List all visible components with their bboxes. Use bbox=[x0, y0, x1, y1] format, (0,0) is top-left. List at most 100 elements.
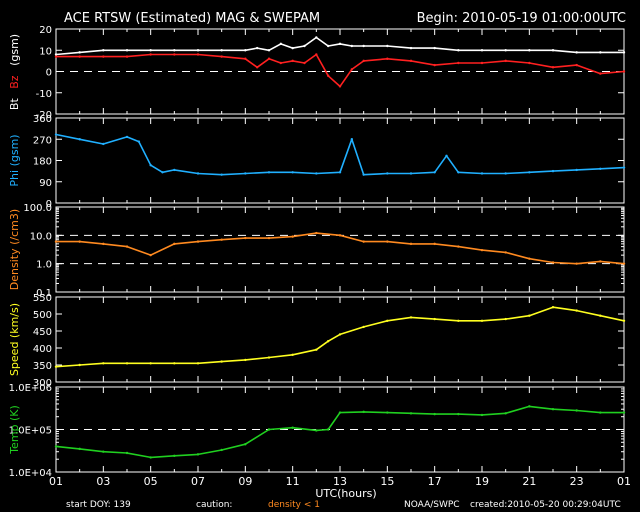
data-point-bz bbox=[149, 53, 152, 56]
data-point-speed bbox=[149, 362, 152, 365]
data-point-phi bbox=[599, 167, 602, 170]
data-point-speed bbox=[433, 317, 436, 321]
data-point-bz bbox=[326, 74, 330, 77]
x-tick-label: 01 bbox=[49, 475, 63, 488]
data-point-speed bbox=[196, 362, 200, 365]
y-tick-label: 350 bbox=[33, 361, 52, 372]
data-point-bz bbox=[279, 61, 283, 65]
data-point-density bbox=[102, 242, 105, 246]
data-point-phi bbox=[350, 138, 354, 141]
data-point-temp bbox=[480, 413, 484, 417]
data-point-speed bbox=[291, 353, 294, 356]
y-tick-label: -20 bbox=[36, 110, 52, 121]
panel-frame-1 bbox=[55, 117, 625, 204]
data-point-bz bbox=[291, 59, 294, 63]
data-point-temp bbox=[326, 428, 330, 431]
data-point-phi bbox=[220, 173, 223, 176]
data-point-bt bbox=[551, 49, 555, 52]
x-tick-label: 05 bbox=[144, 475, 158, 488]
data-point-density bbox=[196, 240, 200, 243]
data-point-phi bbox=[291, 171, 294, 174]
y-tick-label: 0.1 bbox=[36, 288, 52, 299]
data-point-phi bbox=[149, 164, 152, 167]
data-point-speed bbox=[244, 358, 247, 362]
data-point-density bbox=[622, 262, 626, 265]
series-line-density bbox=[56, 232, 625, 265]
data-point-density bbox=[125, 245, 129, 248]
data-point-density bbox=[551, 261, 555, 264]
data-point-speed bbox=[599, 314, 602, 317]
data-point-phi bbox=[575, 168, 578, 172]
data-point-temp bbox=[220, 448, 223, 452]
data-point-phi bbox=[125, 135, 129, 139]
x-tick-label: 07 bbox=[191, 475, 205, 488]
data-point-density bbox=[504, 251, 507, 254]
chart-title: ACE RTSW (Estimated) MAG & SWEPAM bbox=[64, 11, 320, 26]
x-tick-label: 15 bbox=[380, 475, 394, 488]
data-point-density bbox=[386, 240, 389, 243]
data-point-speed bbox=[480, 319, 484, 322]
data-point-phi bbox=[409, 172, 413, 175]
data-point-bt bbox=[350, 44, 354, 48]
data-point-bt bbox=[480, 49, 484, 52]
panel-frame-3 bbox=[55, 296, 625, 383]
data-point-bt bbox=[409, 46, 413, 50]
data-point-bt bbox=[291, 46, 294, 50]
data-point-phi bbox=[78, 138, 81, 141]
data-point-bt bbox=[196, 49, 200, 52]
data-point-phi bbox=[445, 154, 448, 157]
data-point-phi bbox=[386, 172, 389, 175]
data-point-temp bbox=[78, 447, 81, 451]
data-point-bz bbox=[433, 63, 436, 67]
data-point-temp bbox=[622, 411, 626, 414]
data-point-density bbox=[244, 236, 247, 240]
data-point-bz bbox=[409, 59, 413, 63]
data-point-bz bbox=[504, 59, 507, 63]
y-tick-label: 90 bbox=[39, 178, 52, 189]
data-point-temp bbox=[433, 412, 436, 416]
data-point-speed bbox=[504, 317, 507, 321]
data-point-bt bbox=[528, 49, 531, 52]
y-tick-label: 0 bbox=[46, 199, 52, 210]
data-point-bt bbox=[244, 49, 247, 52]
y-tick-label: 10.0 bbox=[30, 231, 52, 242]
series-line-temp bbox=[55, 405, 624, 459]
data-point-speed bbox=[457, 319, 460, 322]
data-point-density bbox=[433, 242, 436, 246]
data-point-bz bbox=[173, 53, 176, 56]
data-point-bt bbox=[279, 42, 283, 46]
data-point-speed bbox=[386, 319, 389, 322]
y-tick-label: 1.0 bbox=[36, 260, 52, 271]
data-point-bt bbox=[54, 53, 58, 56]
data-point-bz bbox=[303, 61, 306, 65]
x-tick-label: 01 bbox=[617, 475, 631, 488]
data-point-density bbox=[54, 240, 58, 243]
data-point-bt bbox=[78, 51, 81, 54]
data-point-temp bbox=[173, 454, 176, 458]
data-point-density bbox=[315, 231, 318, 235]
data-point-speed bbox=[575, 309, 578, 312]
data-point-bz bbox=[457, 61, 460, 65]
data-point-temp bbox=[267, 428, 271, 431]
data-point-phi bbox=[137, 140, 141, 143]
data-point-temp bbox=[362, 410, 365, 414]
y-tick-label: 1.0E+06 bbox=[9, 383, 52, 394]
footer-caution: caution: bbox=[196, 500, 232, 510]
data-point-phi bbox=[173, 168, 176, 172]
y-tick-label: 100.0 bbox=[23, 203, 52, 214]
data-point-temp bbox=[504, 412, 507, 415]
data-point-temp bbox=[244, 443, 247, 446]
data-point-bt bbox=[303, 44, 306, 48]
data-point-density bbox=[409, 242, 413, 246]
y-tick-label: 300 bbox=[33, 378, 52, 389]
y-tick-label: 360 bbox=[33, 114, 52, 125]
data-point-density bbox=[528, 257, 531, 260]
series-line-bz bbox=[56, 53, 625, 88]
begin-time: Begin: 2010-05-19 01:00:00UTC bbox=[417, 11, 626, 26]
series-line-bt bbox=[55, 36, 624, 56]
data-point-bt bbox=[433, 46, 436, 50]
data-point-temp bbox=[149, 456, 152, 459]
data-point-bt bbox=[457, 49, 460, 52]
data-point-bz bbox=[350, 68, 354, 71]
